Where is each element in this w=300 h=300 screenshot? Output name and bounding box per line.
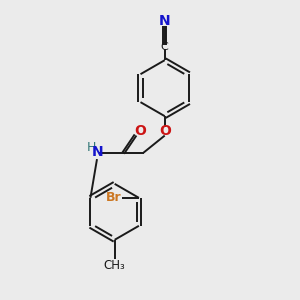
Text: N: N (92, 145, 104, 159)
Text: H: H (87, 141, 96, 154)
Text: O: O (159, 124, 171, 138)
Text: O: O (134, 124, 146, 138)
Text: N: N (159, 14, 170, 28)
Text: C: C (161, 42, 169, 52)
Text: CH₃: CH₃ (104, 259, 125, 272)
Text: Br: Br (106, 191, 122, 204)
